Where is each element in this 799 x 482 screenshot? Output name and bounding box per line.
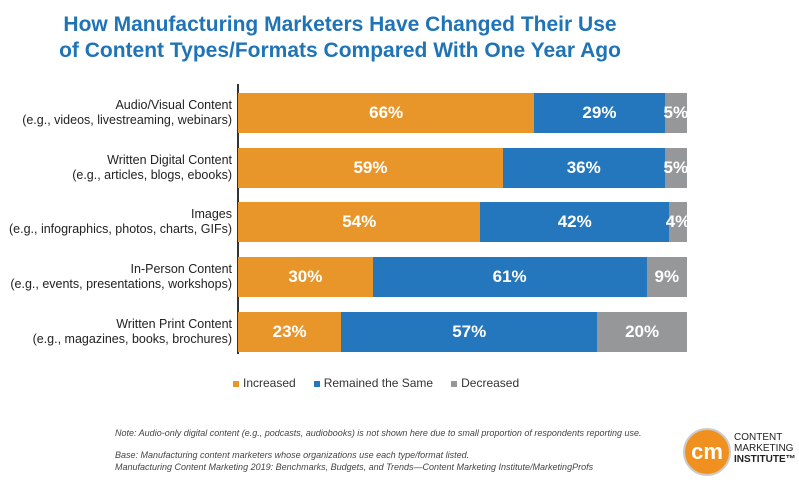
category-label: Written Print Content (e.g., magazines, b… bbox=[33, 317, 232, 347]
title-line-1: How Manufacturing Marketers Have Changed… bbox=[63, 13, 617, 36]
source-text: Manufacturing Content Marketing 2019: Be… bbox=[115, 462, 594, 472]
legend-item-same: Remained the Same bbox=[313, 376, 434, 390]
category-label: Images (e.g., infographics, photos, chart… bbox=[9, 207, 232, 237]
legend-swatch bbox=[313, 380, 320, 387]
data-label: 54% bbox=[342, 212, 377, 231]
category-examples: (e.g., events, presentations, workshops) bbox=[10, 277, 232, 291]
bar-decreased: 5% bbox=[663, 93, 689, 133]
legend-item-decreased: Decreased bbox=[451, 376, 519, 390]
category-name: Audio/Visual Content bbox=[115, 98, 232, 112]
data-label: 4% bbox=[665, 212, 691, 231]
category-examples: (e.g., videos, livestreaming, webinars) bbox=[22, 113, 232, 127]
category-label: Audio/Visual Content (e.g., videos, lives… bbox=[22, 98, 232, 128]
bar-decreased: 9% bbox=[646, 257, 687, 297]
category-examples: (e.g., infographics, photos, charts, GIF… bbox=[8, 222, 232, 236]
data-label: 5% bbox=[663, 103, 689, 122]
category-examples: (e.g., magazines, books, brochures) bbox=[32, 332, 232, 346]
category-label: Written Digital Content (e.g., articles, … bbox=[72, 153, 232, 183]
data-label: 42% bbox=[557, 212, 592, 231]
legend-item-increased: Increased bbox=[233, 376, 296, 390]
category-name: In-Person Content bbox=[130, 262, 232, 276]
y-axis-line bbox=[237, 84, 239, 354]
bar-decreased: 20% bbox=[597, 312, 687, 352]
legend-label: Increased bbox=[243, 376, 296, 390]
title-line-2: of Content Types/Formats Compared With O… bbox=[59, 39, 621, 62]
legend-label: Remained the Same bbox=[323, 376, 434, 390]
cmi-logo-text: CONTENT MARKETING INSTITUTE™ bbox=[734, 432, 796, 465]
logo-line: MARKETING bbox=[734, 443, 794, 454]
bar-increased: 30% bbox=[238, 257, 373, 297]
data-label: 36% bbox=[566, 158, 601, 177]
bar-decreased: 5% bbox=[663, 148, 689, 188]
category-examples: (e.g., articles, blogs, ebooks) bbox=[72, 168, 232, 182]
bar-remained-the-same: 36% bbox=[502, 148, 665, 188]
category-name: Written Digital Content bbox=[107, 153, 232, 167]
category-name: Images bbox=[191, 207, 232, 221]
bar-remained-the-same: 42% bbox=[480, 202, 670, 242]
note-text: Note: Audio-only digital content (e.g., … bbox=[115, 428, 642, 438]
bar-remained-the-same: 57% bbox=[341, 312, 598, 352]
bar-remained-the-same: 61% bbox=[372, 257, 647, 297]
bar-increased: 23% bbox=[238, 312, 342, 352]
bar-increased: 59% bbox=[238, 148, 503, 188]
data-label: 66% bbox=[369, 103, 404, 122]
data-label: 23% bbox=[272, 322, 307, 341]
category-name: Written Print Content bbox=[116, 317, 232, 331]
data-label: 57% bbox=[452, 322, 487, 341]
data-label: 61% bbox=[492, 267, 527, 286]
bar-increased: 66% bbox=[238, 93, 535, 133]
data-label: 5% bbox=[663, 158, 689, 177]
data-label: 9% bbox=[654, 267, 680, 286]
base-text: Base: Manufacturing content marketers wh… bbox=[115, 450, 470, 460]
data-label: 20% bbox=[625, 322, 660, 341]
legend: Increased Remained the Same Decreased bbox=[233, 376, 519, 390]
legend-label: Decreased bbox=[461, 376, 520, 390]
bar-increased: 54% bbox=[238, 202, 481, 242]
legend-swatch bbox=[451, 380, 458, 387]
logo-line: CONTENT bbox=[734, 432, 783, 443]
legend-swatch bbox=[233, 380, 239, 387]
category-label: In-Person Content (e.g., events, presenta… bbox=[10, 262, 232, 292]
bar-decreased: 4% bbox=[666, 202, 690, 242]
data-label: 29% bbox=[582, 103, 617, 122]
cmi-logo: cm bbox=[683, 428, 731, 476]
data-label: 30% bbox=[288, 267, 323, 286]
bar-remained-the-same: 29% bbox=[534, 93, 665, 133]
chart-title: How Manufacturing Marketers Have Changed… bbox=[0, 12, 680, 64]
logo-line: INSTITUTE™ bbox=[734, 454, 796, 465]
data-label: 59% bbox=[353, 158, 388, 177]
